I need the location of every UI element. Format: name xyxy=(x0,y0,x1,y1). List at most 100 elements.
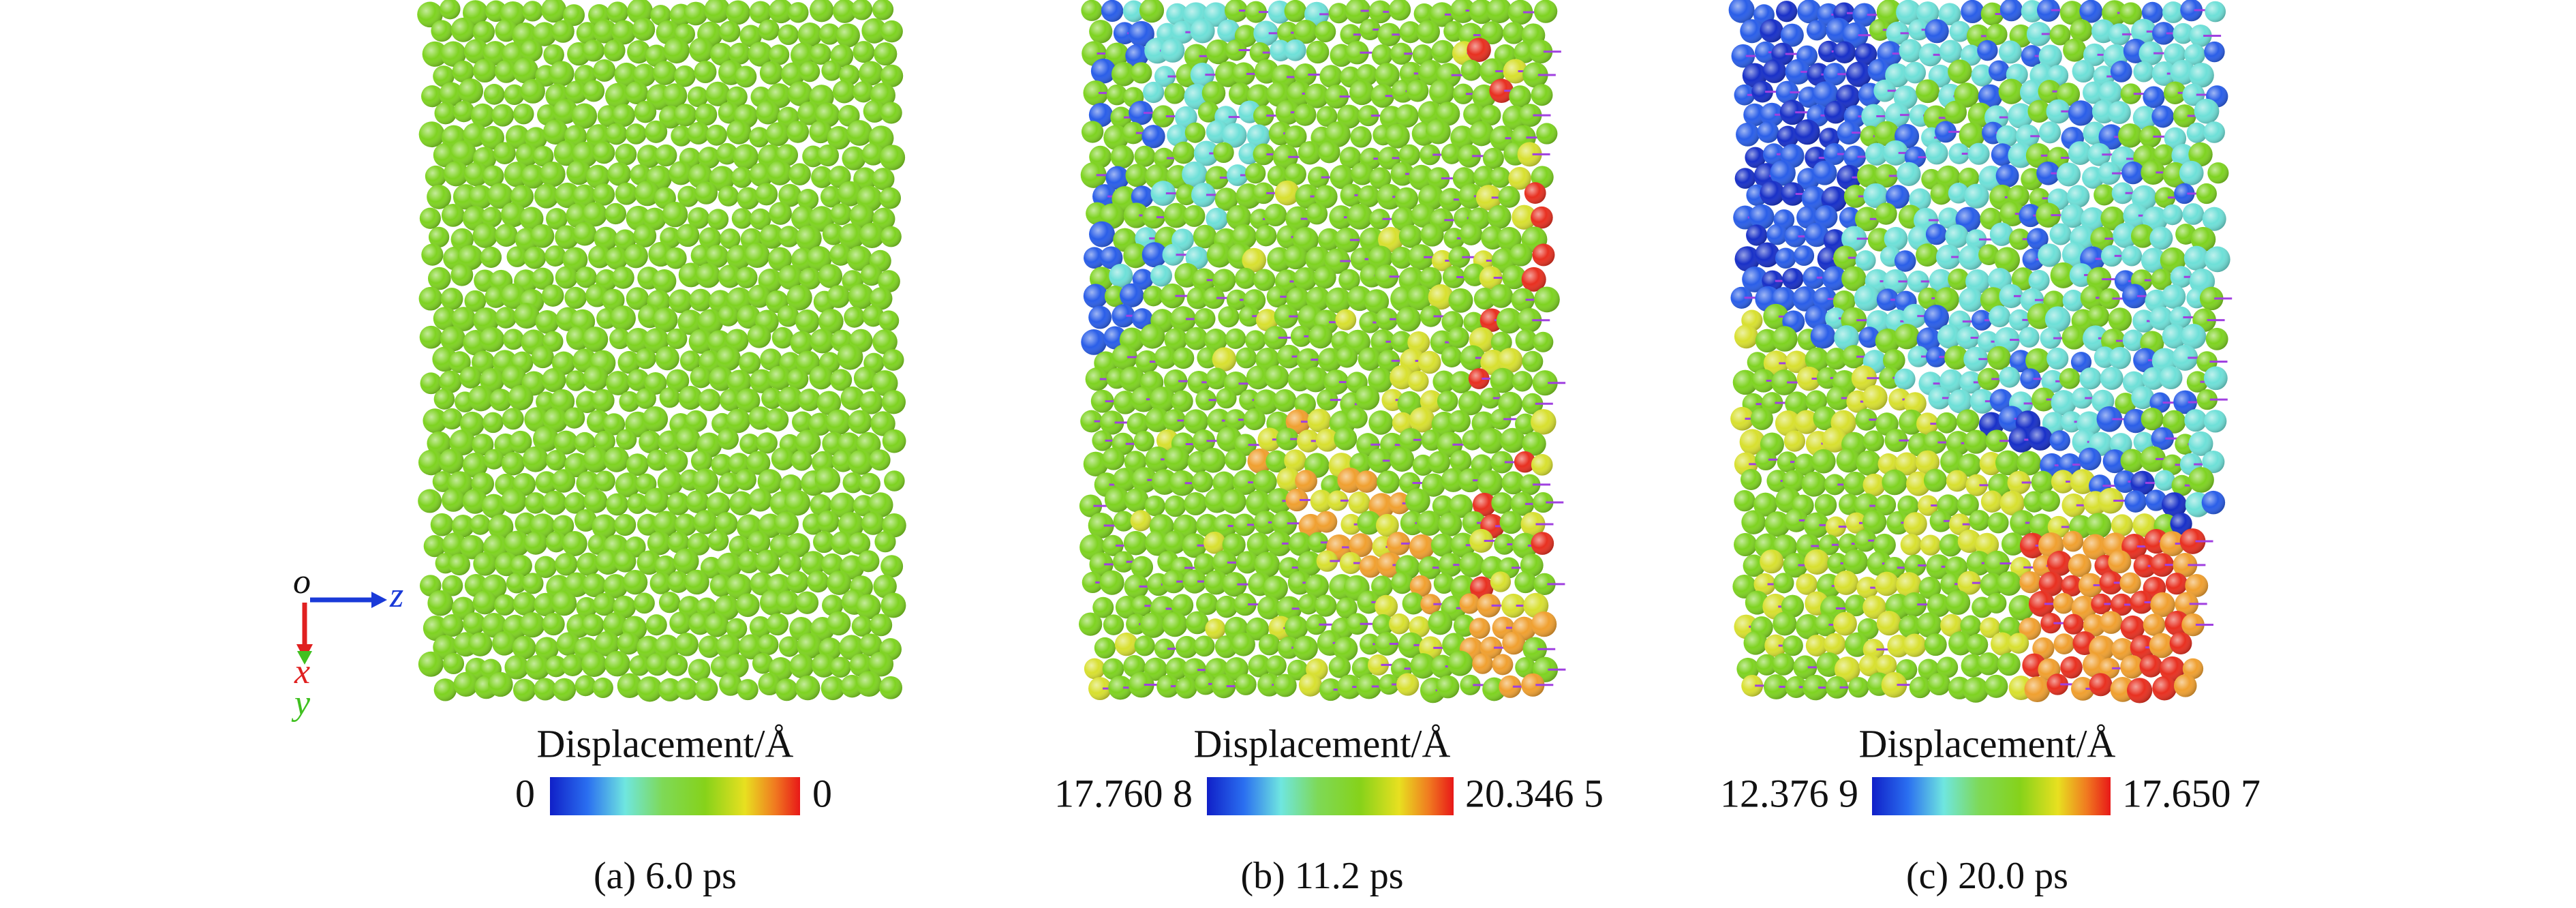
atom-shade xyxy=(2203,121,2225,143)
atom-shade xyxy=(851,616,873,637)
atom-shade xyxy=(635,388,656,409)
atom-shade xyxy=(602,413,626,436)
atom-shade xyxy=(1894,250,1916,272)
atom-shade xyxy=(1284,0,1307,22)
atom-shade xyxy=(535,309,559,334)
atom-shade xyxy=(787,368,809,390)
atom-shade xyxy=(510,185,534,209)
atom-shade xyxy=(1903,512,1927,536)
atom-shade xyxy=(553,678,577,701)
atom-shade xyxy=(1335,309,1357,331)
atom-shade xyxy=(1221,489,1246,514)
atom-shade xyxy=(534,678,557,701)
atom-shade xyxy=(522,446,549,472)
atom-shade xyxy=(1502,631,1526,655)
atom-shade xyxy=(726,408,751,434)
atom-shade xyxy=(610,305,636,331)
atom-shade xyxy=(1426,119,1451,145)
atom-shade xyxy=(1916,79,1939,104)
atom-shade xyxy=(699,227,722,250)
atom-shade xyxy=(463,123,487,147)
atom-shade xyxy=(662,201,688,228)
atom-shade xyxy=(643,207,666,230)
atom-shade xyxy=(630,164,651,185)
atom-shade xyxy=(439,370,462,393)
atom-shade xyxy=(765,408,789,432)
atom-shade xyxy=(1782,268,1804,290)
atom-shade xyxy=(1447,327,1469,348)
atom-shade xyxy=(448,554,470,576)
atom-shade xyxy=(520,40,543,62)
atom-shade xyxy=(726,245,752,270)
atom-shade xyxy=(679,350,701,372)
atom-shade xyxy=(718,185,739,207)
atom-shade xyxy=(592,183,615,206)
atom-shade xyxy=(1772,326,1798,352)
atom-shade xyxy=(1794,119,1820,145)
atom-shade xyxy=(1875,202,1897,225)
atom-shade xyxy=(530,224,555,248)
atom-shade xyxy=(1081,329,1107,355)
atom-shade xyxy=(2079,367,2102,390)
atom-shade xyxy=(453,671,478,697)
atom-shade xyxy=(1347,203,1373,230)
atom-shade xyxy=(1986,592,2007,614)
atom-shade xyxy=(859,391,883,414)
atom-shade xyxy=(652,61,677,85)
atom-shade xyxy=(2108,549,2132,574)
atom-shade xyxy=(645,120,668,143)
atom-shade xyxy=(2028,269,2050,292)
atom-shade xyxy=(1534,0,1558,23)
atom-shade xyxy=(1916,243,1939,267)
atom-shade xyxy=(1469,618,1490,639)
atom-shade xyxy=(663,37,690,64)
atom-shade xyxy=(2179,160,2204,185)
atom-shade xyxy=(2205,327,2228,350)
atom-shade xyxy=(1998,40,2022,64)
atom-shade xyxy=(2162,204,2183,226)
atom-shade xyxy=(418,449,444,476)
atom-shade xyxy=(880,555,904,578)
atom-shade xyxy=(861,142,885,166)
atom-shade xyxy=(606,371,630,395)
atom-shade xyxy=(418,121,445,148)
atom-shade xyxy=(634,100,657,123)
atom-shade xyxy=(448,351,471,374)
atom-shade xyxy=(1416,511,1442,536)
atom-shade xyxy=(609,328,630,350)
atom-shade xyxy=(849,203,874,228)
atom-shade xyxy=(1736,122,1760,147)
atom-shade xyxy=(585,164,610,189)
atom-shade xyxy=(820,185,842,208)
atom-shade xyxy=(604,650,630,677)
atom-shade xyxy=(2196,183,2217,205)
atom-shade xyxy=(744,243,770,269)
atom-shade xyxy=(778,183,802,207)
atom-shade xyxy=(797,101,822,125)
atom-shade xyxy=(458,78,484,104)
atom-shade xyxy=(1191,471,1214,493)
atom-shade xyxy=(428,226,450,247)
atom-shade xyxy=(766,613,789,636)
atom-shade xyxy=(433,65,455,87)
atom-shade xyxy=(2067,185,2090,208)
atom-shade xyxy=(512,678,536,701)
atom-shade xyxy=(872,329,898,354)
atom-shade xyxy=(1482,147,1504,169)
atom-shade xyxy=(1811,449,1836,474)
atom-shade xyxy=(593,592,616,616)
atom-shade xyxy=(582,202,607,227)
atom-shade xyxy=(1142,81,1165,104)
atom-shade xyxy=(1140,612,1166,638)
atom-shade xyxy=(674,65,696,87)
atom-shade xyxy=(685,410,707,433)
atom-shade xyxy=(637,145,661,168)
atom-shade xyxy=(669,611,692,635)
atom-shade xyxy=(694,103,718,126)
atom-shade xyxy=(494,59,518,83)
atom-shade xyxy=(1810,323,1836,349)
atom-shade xyxy=(491,104,515,127)
atom-shade xyxy=(1834,570,1859,595)
atom-shade xyxy=(489,389,512,412)
atom-shade xyxy=(488,671,513,697)
